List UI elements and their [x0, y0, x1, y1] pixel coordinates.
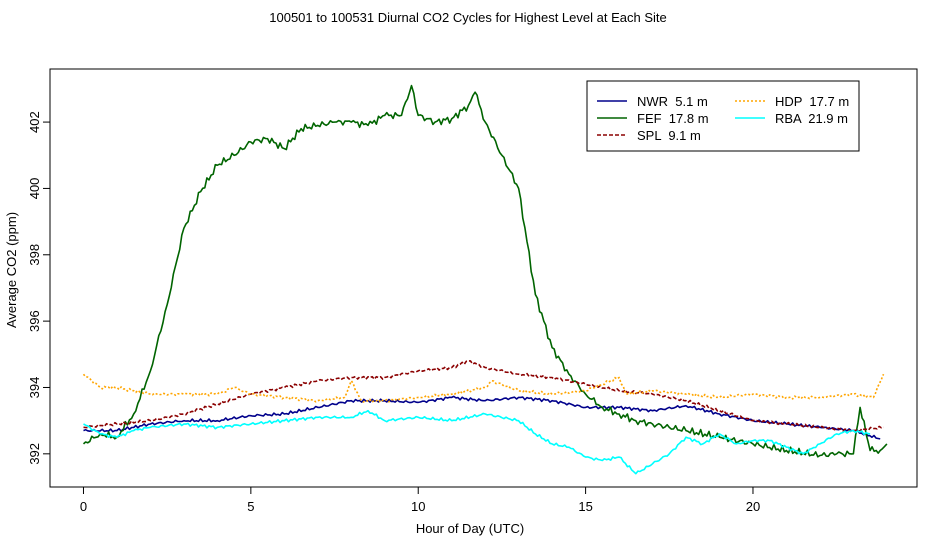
legend-label-hdp: HDP 17.7 m: [775, 94, 849, 109]
legend-label-spl: SPL 9.1 m: [637, 128, 701, 143]
series-layer: [82, 84, 888, 475]
legend-label-rba: RBA 21.9 m: [775, 111, 848, 126]
series-line-rba: [83, 409, 871, 475]
chart-title: 100501 to 100531 Diurnal CO2 Cycles for …: [269, 10, 666, 25]
y-tick-label: 396: [27, 310, 42, 332]
series-line-fef: [82, 84, 888, 458]
x-tick-label: 0: [80, 499, 87, 514]
x-tick-label: 15: [578, 499, 592, 514]
series-line-hdp: [82, 373, 885, 403]
x-tick-label: 20: [746, 499, 760, 514]
y-tick-label: 398: [27, 244, 42, 266]
x-axis: 0 5 10 15 20: [80, 486, 760, 514]
x-tick-label: 5: [247, 499, 254, 514]
series-line-nwr: [83, 395, 881, 440]
y-axis: 392 394 396 398 400 402: [27, 111, 51, 465]
legend-box: [586, 80, 860, 152]
y-tick-label: 392: [27, 443, 42, 465]
x-axis-title: Hour of Day (UTC): [416, 521, 524, 536]
y-tick-label: 394: [27, 377, 42, 399]
legend-label-fef: FEF 17.8 m: [637, 111, 709, 126]
legend-label-nwr: NWR 5.1 m: [637, 94, 708, 109]
y-tick-label: 402: [27, 111, 42, 133]
y-axis-title: Average CO2 (ppm): [4, 212, 19, 328]
x-tick-label: 10: [411, 499, 425, 514]
y-tick-label: 400: [27, 178, 42, 200]
legend: NWR 5.1 m HDP 17.7 m FEF 17.8 m RBA 21.9 m S…: [586, 80, 860, 152]
